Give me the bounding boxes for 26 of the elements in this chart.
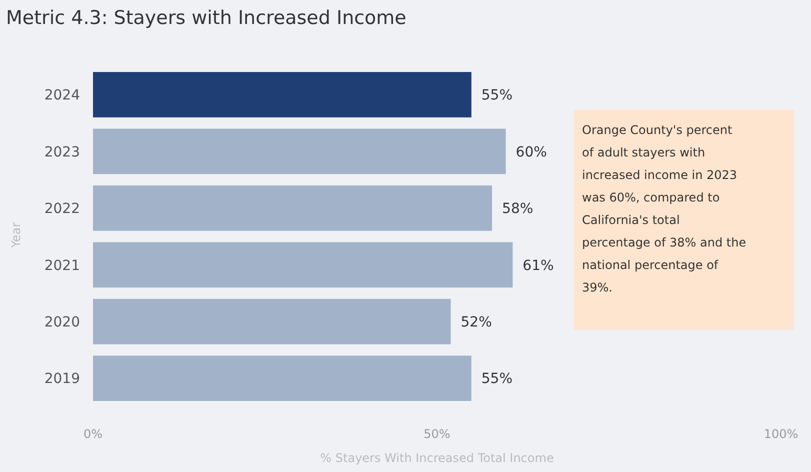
x-tick-label: 0% [83, 427, 103, 441]
bar [93, 185, 492, 231]
y-tick-label: 2020 [44, 314, 80, 330]
x-axis-title: % Stayers With Increased Total Income [320, 451, 554, 465]
bar [93, 128, 506, 174]
chart-title: Metric 4.3: Stayers with Increased Income [6, 7, 406, 29]
bar [93, 298, 451, 344]
y-tick-label: 2022 [44, 201, 80, 218]
y-axis-title: Year [9, 222, 23, 249]
y-tick-label: 2024 [44, 88, 80, 104]
y-tick-label: 2021 [44, 258, 80, 274]
data-label: 52% [460, 314, 492, 330]
data-label: 58% [502, 201, 534, 218]
data-label: 55% [481, 88, 513, 104]
data-label: 61% [522, 258, 554, 274]
data-label: 60% [516, 144, 547, 160]
annotation: Orange County's percent of adult stayers with increased income in 2023 was 60%, compared to California's total percentage of 38% and the national percentage of 39%. [582, 123, 746, 294]
bar [93, 72, 472, 118]
note-box: Orange County's percent of adult stayers with increased income in 2023 was 60%, compared to California's total percentage of 38% and the national percentage of 39%. [574, 110, 794, 330]
bar [93, 242, 513, 288]
y-tick-label: 2023 [44, 144, 80, 160]
bar [93, 356, 472, 401]
x-tick-label: 100% [764, 427, 798, 441]
data-label: 55% [481, 371, 513, 388]
y-tick-label: 2019 [44, 371, 80, 388]
x-tick-label: 50% [424, 427, 450, 441]
